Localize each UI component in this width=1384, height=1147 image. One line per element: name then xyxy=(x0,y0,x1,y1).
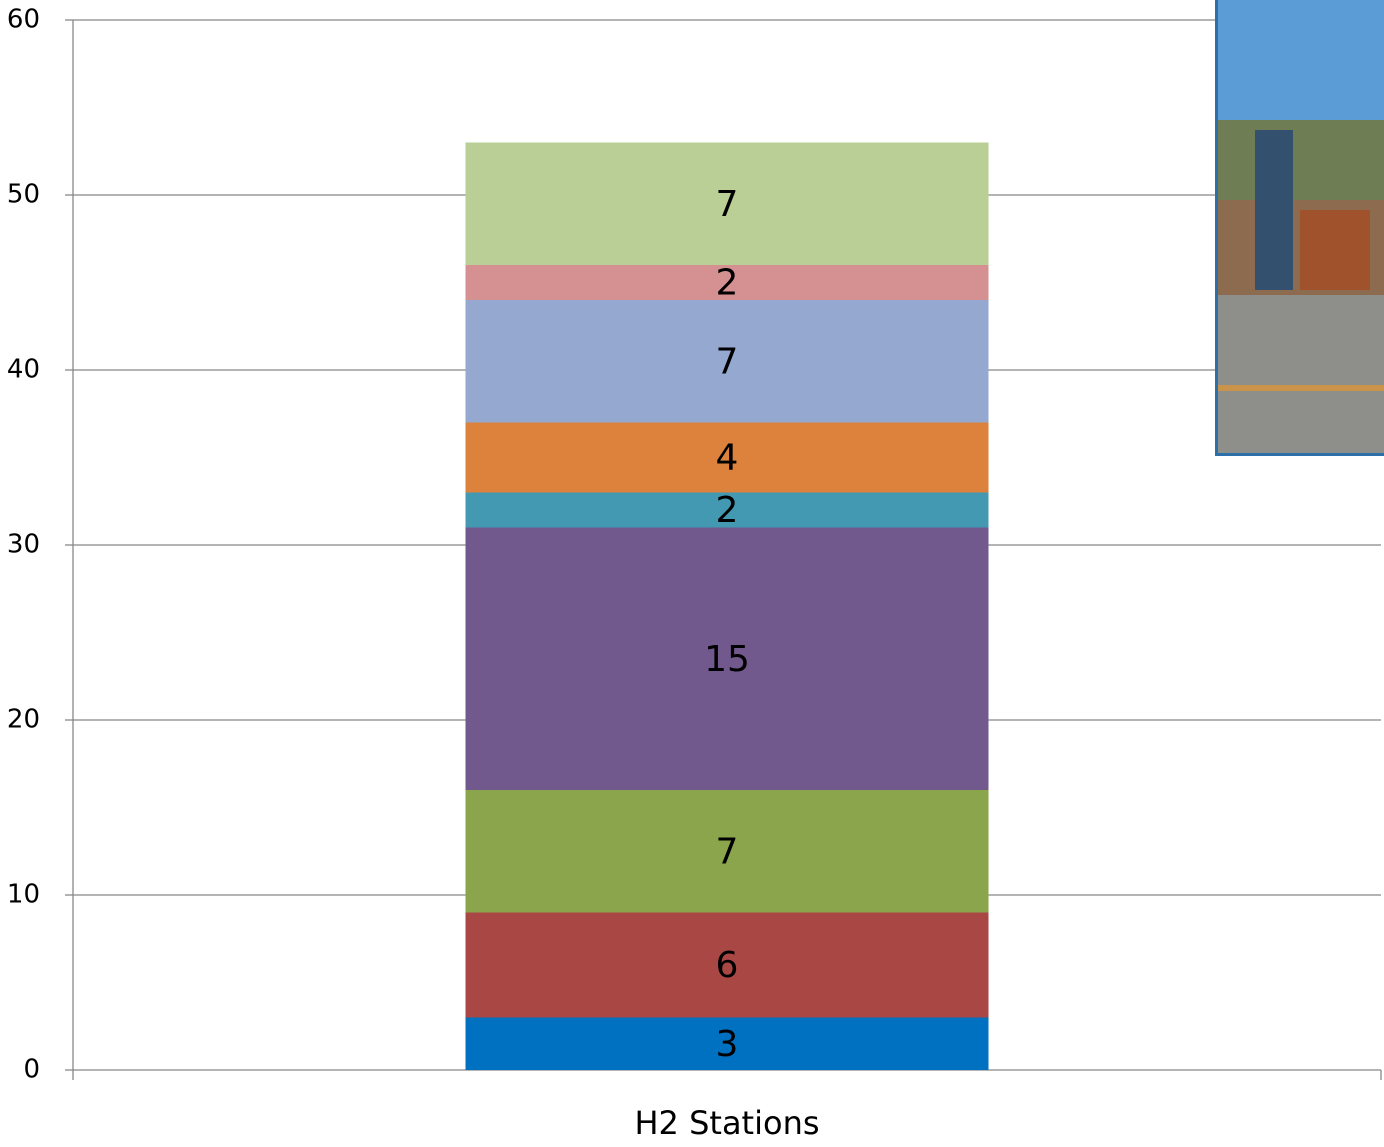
y-tick-label: 30 xyxy=(7,530,40,560)
bar-segment xyxy=(465,300,989,423)
data-label: 7 xyxy=(716,831,739,872)
bar-segment xyxy=(465,492,989,528)
data-label: 15 xyxy=(704,639,750,680)
photo-building xyxy=(1300,210,1370,290)
bar-segment xyxy=(465,1017,989,1070)
bar-segment xyxy=(465,527,989,790)
photo-sign xyxy=(1255,130,1293,290)
data-label: 7 xyxy=(716,184,739,225)
bar-segment xyxy=(465,142,989,265)
data-label: 2 xyxy=(716,263,739,304)
bar-segment xyxy=(465,422,989,493)
y-tick-label: 10 xyxy=(7,880,40,910)
bar-segment xyxy=(465,912,989,1018)
y-tick-label: 50 xyxy=(7,180,40,210)
y-tick-label: 20 xyxy=(7,705,40,735)
y-tick-label: 40 xyxy=(7,355,40,385)
data-label: 3 xyxy=(716,1024,739,1065)
bars xyxy=(465,142,989,1070)
photo-line xyxy=(1218,385,1384,391)
bar-segment xyxy=(465,790,989,913)
data-label: 6 xyxy=(716,945,739,986)
labels: 0 10 20 30 40 50 60 H2 Stations 3 6 7 15 2 4 7 2 7 xyxy=(7,5,820,1143)
x-tick-label: H2 Stations xyxy=(634,1104,819,1142)
y-tick-label: 60 xyxy=(7,5,40,35)
photo-trees xyxy=(1218,120,1384,210)
y-tick-label: 0 xyxy=(23,1055,40,1085)
bar-segment xyxy=(465,265,989,300)
data-label: 4 xyxy=(716,438,739,479)
photo-sky xyxy=(1218,0,1384,140)
data-label: 7 xyxy=(716,341,739,382)
data-label: 2 xyxy=(716,490,739,531)
inset-photo xyxy=(1215,0,1384,456)
photo-road xyxy=(1218,295,1384,453)
